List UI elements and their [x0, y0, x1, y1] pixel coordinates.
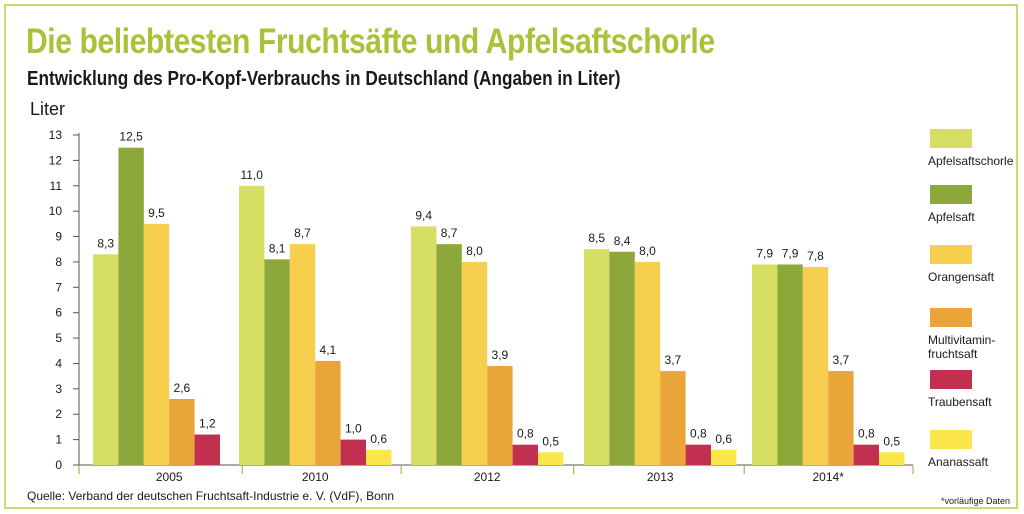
legend-label: Apfelsaft	[928, 210, 975, 224]
y-tick-label: 13	[49, 128, 63, 142]
legend-swatch	[930, 245, 972, 264]
legend-label: Orangensaft	[928, 270, 995, 284]
legend-swatch	[930, 430, 972, 449]
bar	[802, 267, 829, 465]
x-tick-label: 2005	[156, 470, 183, 484]
bar	[777, 264, 803, 465]
bar	[93, 254, 119, 465]
data-label: 4,1	[320, 343, 337, 357]
bar	[512, 444, 538, 465]
data-label: 8,1	[269, 241, 286, 255]
bar	[487, 366, 513, 465]
bar	[194, 434, 220, 465]
data-label: 0,6	[370, 432, 387, 446]
data-label: 9,5	[148, 206, 165, 220]
chart-subtitle: Entwicklung des Pro-Kopf-Verbrauchs in D…	[27, 68, 621, 90]
data-label: 3,9	[492, 348, 509, 362]
bar	[853, 444, 879, 465]
x-tick-label: 2014*	[813, 470, 845, 484]
y-tick-label: 3	[55, 382, 62, 396]
y-tick-label: 9	[55, 230, 62, 244]
data-label: 8,0	[466, 244, 483, 258]
bar	[315, 360, 341, 465]
bar	[411, 226, 437, 465]
bar	[634, 261, 661, 465]
chart-title: Die beliebtesten Fruchtsäfte und Apfelsa…	[26, 22, 715, 61]
bar	[340, 439, 366, 465]
data-label: 8,0	[639, 244, 656, 258]
data-label: 0,8	[517, 427, 534, 441]
y-tick-label: 11	[50, 179, 63, 193]
y-tick-label: 4	[55, 356, 62, 370]
y-tick-label: 0	[55, 458, 62, 472]
data-label: 0,8	[858, 427, 875, 441]
bar	[584, 249, 610, 465]
legend-swatch	[930, 129, 972, 148]
legend-label: Multivitamin-	[928, 333, 995, 347]
legend-swatch	[930, 308, 972, 327]
legend-label: fruchtsaft	[928, 347, 978, 361]
bar	[118, 147, 144, 465]
data-label: 2,6	[174, 381, 191, 395]
legend-label: Apfelsaftschorle	[928, 154, 1014, 168]
bar	[752, 264, 778, 465]
data-label: 8,4	[614, 234, 631, 248]
y-axis-label: Liter	[30, 99, 66, 119]
y-tick-label: 6	[55, 306, 62, 320]
bar	[828, 371, 854, 465]
bar	[264, 259, 290, 465]
data-label: 9,4	[415, 208, 432, 222]
y-tick-label: 1	[55, 433, 62, 447]
y-tick-label: 10	[49, 204, 63, 218]
bar	[538, 452, 564, 465]
data-label: 7,9	[756, 246, 773, 260]
data-label: 0,5	[883, 434, 900, 448]
bar	[366, 449, 392, 465]
y-tick-label: 8	[55, 255, 62, 269]
legend-swatch	[930, 370, 972, 389]
data-label: 3,7	[665, 353, 682, 367]
x-tick-label: 2010	[302, 470, 329, 484]
data-label: 0,5	[542, 434, 559, 448]
data-label: 8,5	[588, 231, 605, 245]
data-label: 7,8	[807, 249, 824, 263]
data-label: 7,9	[782, 246, 799, 260]
source-note: Quelle: Verband der deutschen Fruchtsaft…	[27, 489, 395, 503]
bar	[143, 223, 170, 465]
legend-label: Ananassaft	[928, 455, 989, 469]
data-label: 0,6	[715, 432, 732, 446]
data-label: 8,3	[97, 236, 114, 250]
y-tick-label: 7	[55, 280, 62, 294]
data-label: 3,7	[833, 353, 850, 367]
bar	[879, 452, 905, 465]
legend-label: Traubensaft	[928, 395, 992, 409]
bar	[660, 371, 686, 465]
y-tick-label: 12	[49, 153, 63, 167]
data-label: 11,0	[240, 168, 263, 182]
x-tick-label: 2013	[647, 470, 674, 484]
data-label: 1,0	[345, 422, 362, 436]
data-label: 8,7	[441, 226, 458, 240]
x-tick-label: 2012	[474, 470, 501, 484]
bar	[461, 261, 488, 465]
legend-swatch	[930, 185, 972, 204]
y-tick-label: 5	[55, 331, 62, 345]
footnote: *vorläufige Daten	[940, 496, 1010, 506]
data-label: 1,2	[199, 417, 216, 431]
bar	[685, 444, 711, 465]
y-tick-label: 2	[55, 407, 62, 421]
data-label: 12,5	[119, 130, 143, 144]
bar	[436, 244, 462, 465]
bar	[609, 251, 635, 465]
bar	[289, 244, 316, 465]
bar	[239, 185, 265, 465]
bar	[711, 449, 737, 465]
data-label: 8,7	[294, 226, 311, 240]
data-label: 0,8	[690, 427, 707, 441]
bar	[169, 399, 195, 465]
